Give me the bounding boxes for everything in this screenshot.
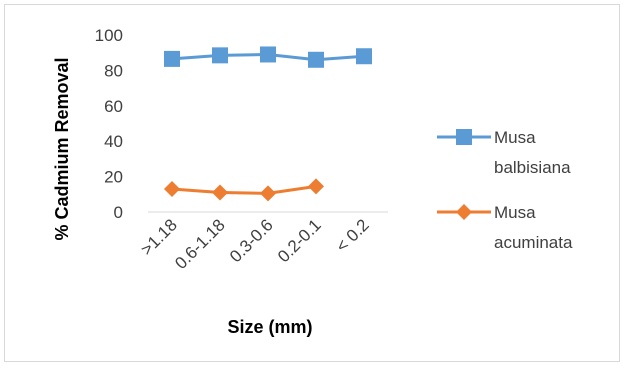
x-axis-title: Size (mm): [227, 317, 312, 337]
series-2: [164, 178, 324, 202]
y-tick-label: 100: [95, 26, 123, 45]
data-point: [308, 178, 324, 195]
y-tick-label: 0: [114, 203, 123, 222]
data-point: [356, 48, 372, 65]
data-point: [308, 51, 324, 68]
data-point: [212, 47, 228, 64]
x-tick-label: >1.18: [137, 215, 181, 259]
series-line: [171, 184, 317, 195]
legend-marker: [456, 204, 472, 220]
series-1: [164, 46, 372, 68]
y-tick-label: 20: [104, 168, 123, 187]
x-tick-label: 0.6-1.18: [171, 215, 229, 273]
x-tick-label: 0.2-0.1: [274, 215, 325, 266]
legend: Musa balbisiana Musa acuminata: [437, 128, 573, 252]
y-tick-label: 80: [104, 61, 123, 80]
y-axis-title: % Cadmium Removal: [52, 57, 72, 240]
y-tick-label: 40: [104, 132, 123, 151]
legend-item: Musa acuminata: [437, 203, 573, 252]
legend-item: Musa balbisiana: [437, 128, 571, 177]
x-tick-label: < 0.2: [332, 215, 373, 256]
data-point: [260, 46, 276, 63]
legend-marker: [456, 129, 472, 145]
series-layer: [164, 46, 372, 202]
data-point: [212, 184, 228, 201]
legend-label: Musa acuminata: [494, 203, 573, 252]
x-tick-label: 0.3-0.6: [226, 215, 277, 266]
data-point: [260, 185, 276, 202]
x-tick-labels: >1.180.6-1.180.3-0.60.2-0.1 < 0.2: [137, 215, 373, 273]
y-tick-labels: 0 20 40 60 80 100: [95, 26, 123, 222]
data-point: [164, 180, 180, 197]
legend-label: Musa balbisiana: [494, 128, 571, 177]
data-point: [164, 50, 180, 67]
y-tick-label: 60: [104, 97, 123, 116]
